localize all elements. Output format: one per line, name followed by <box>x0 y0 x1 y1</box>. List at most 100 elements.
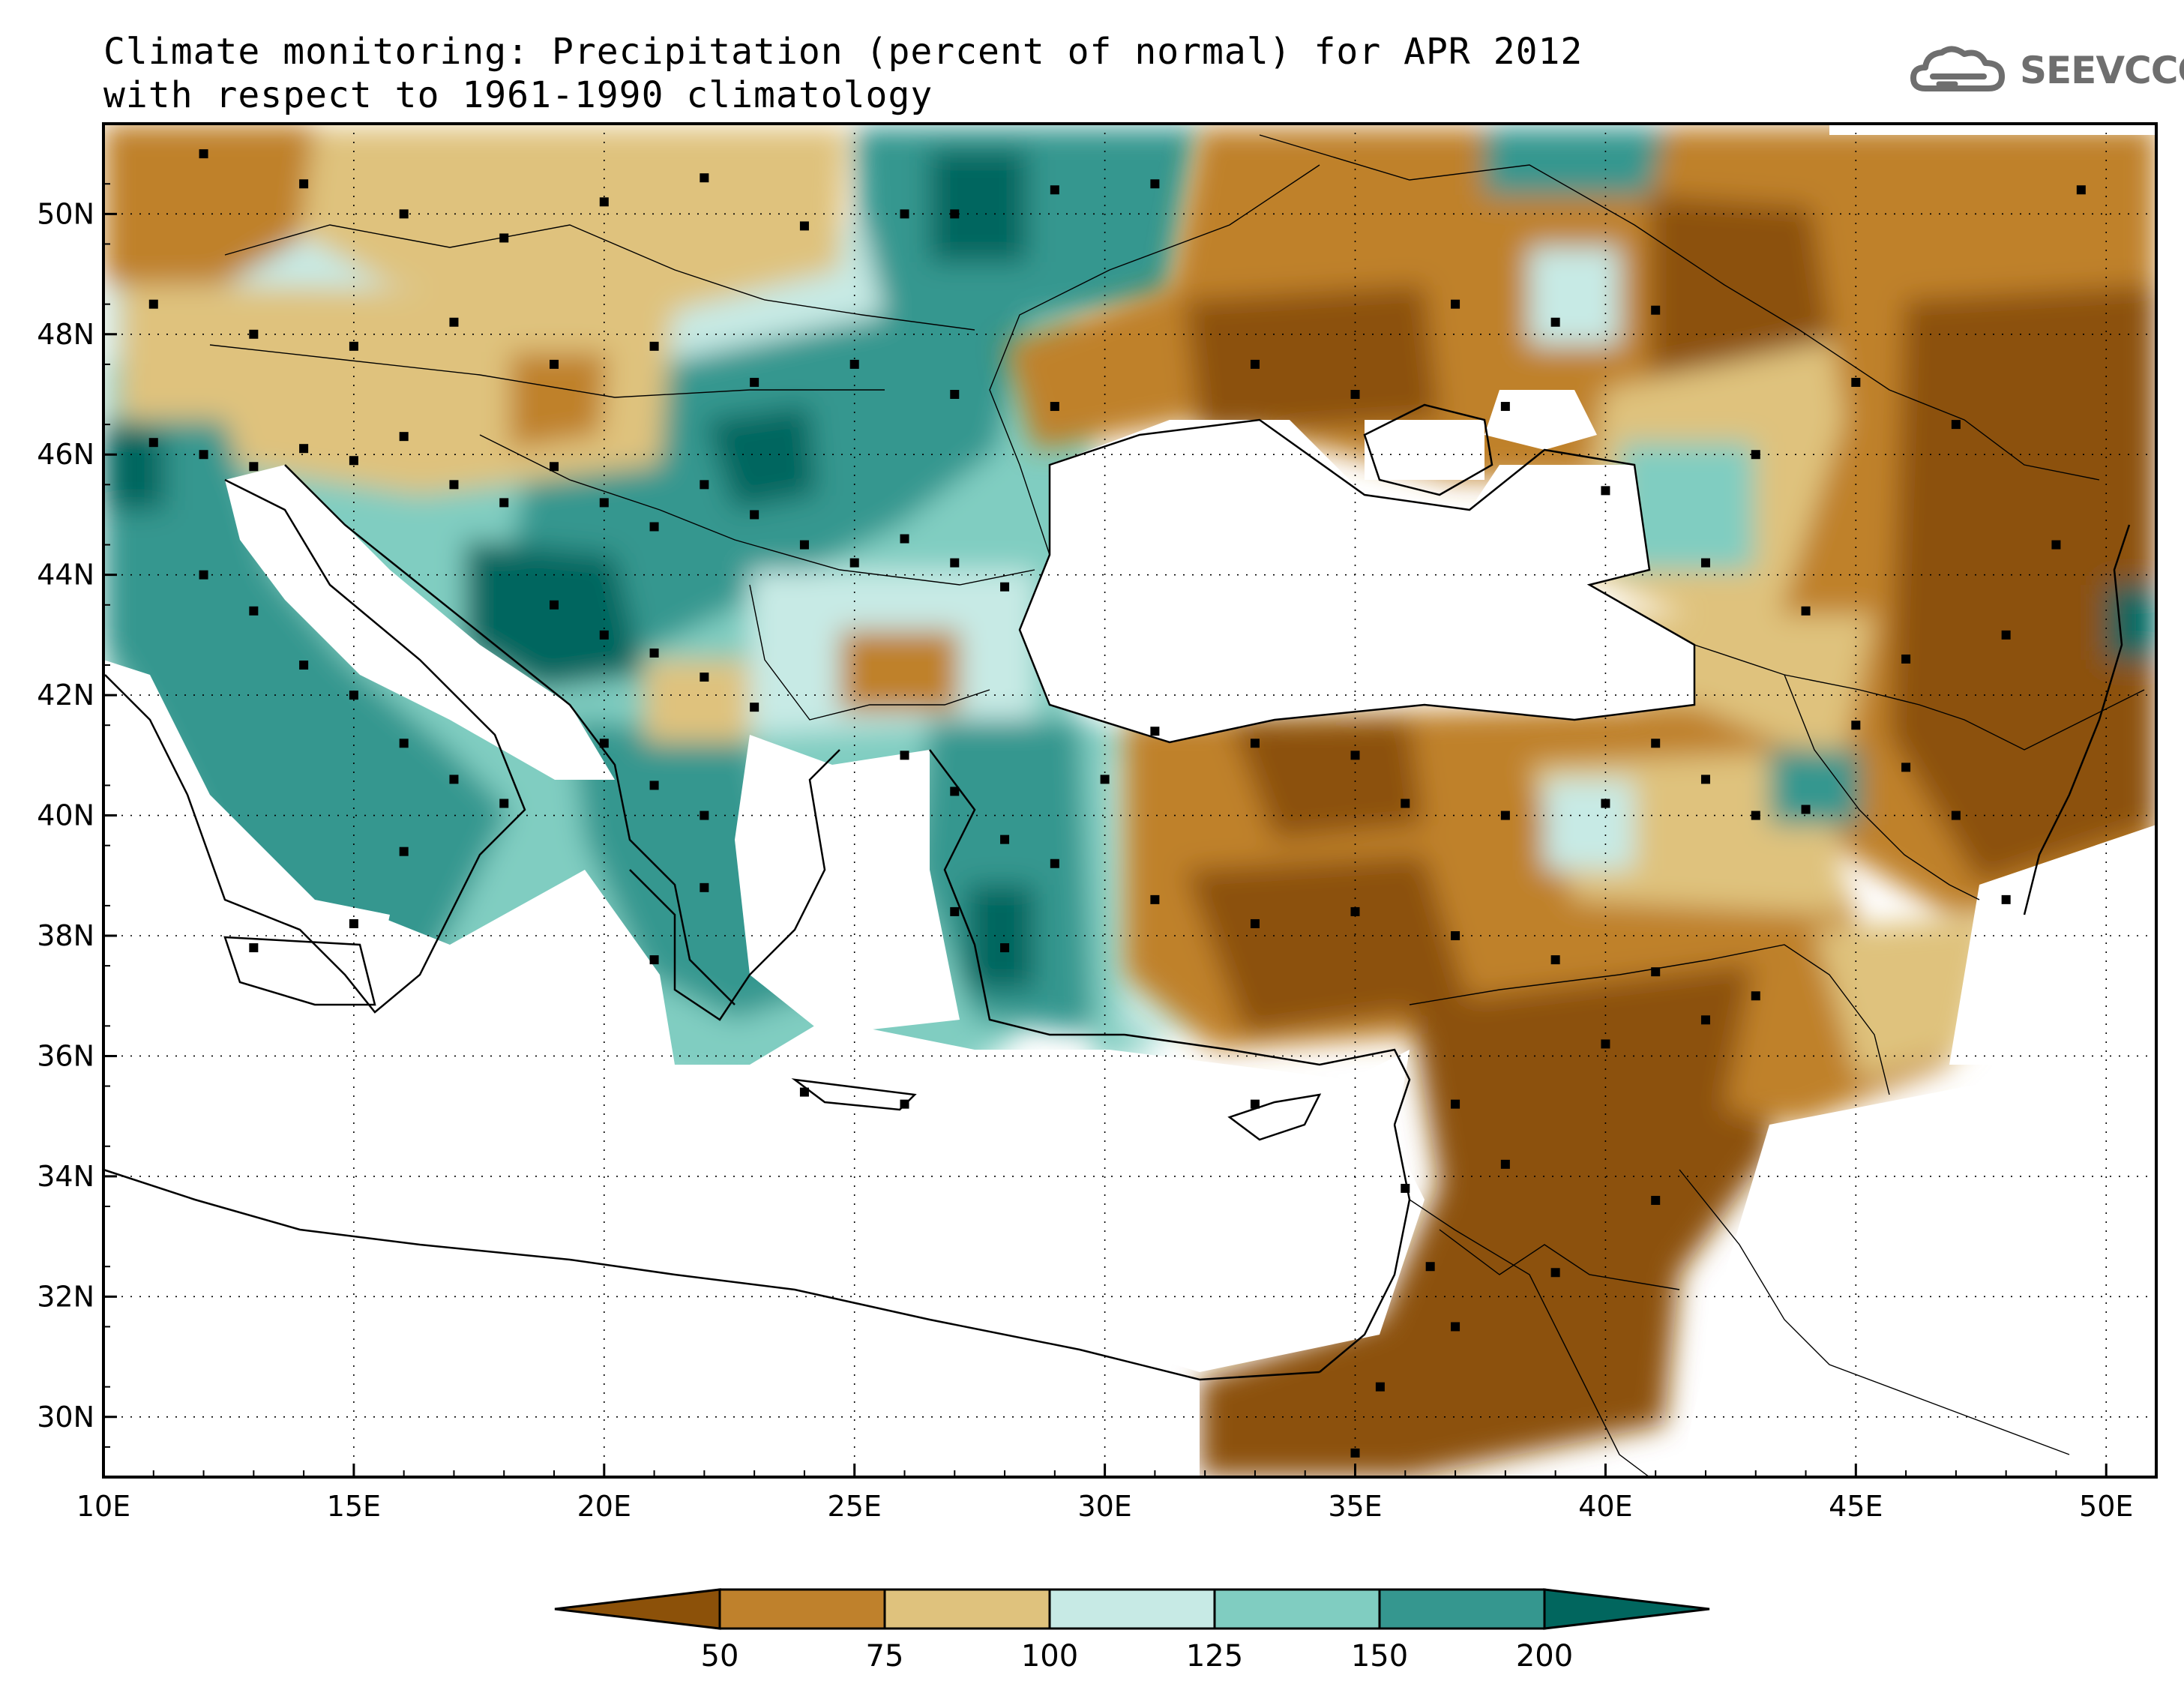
station-marker <box>1601 799 1610 808</box>
region-west-turkey-fringe <box>1080 720 1170 1065</box>
station-marker <box>2001 630 2011 640</box>
colorbar-bin <box>1213 1588 1381 1630</box>
region-germany-dry <box>103 124 315 285</box>
station-marker <box>1751 811 1760 820</box>
station-marker <box>199 149 208 159</box>
x-tick-label: 20E <box>577 1490 631 1523</box>
colorbar-bin <box>1378 1588 1546 1630</box>
station-marker <box>700 811 709 820</box>
station-marker <box>900 209 909 219</box>
station-marker <box>550 359 559 369</box>
station-marker <box>449 317 459 327</box>
station-marker <box>599 739 609 748</box>
station-marker <box>1550 1268 1560 1278</box>
station-marker <box>1100 775 1110 784</box>
region-west-turkey-wet <box>915 720 1110 1035</box>
station-marker <box>750 703 759 712</box>
colorbar-label: 125 <box>1186 1639 1243 1674</box>
station-marker <box>1350 906 1360 916</box>
station-marker <box>1601 486 1610 496</box>
caspian-coast <box>2023 524 2131 915</box>
station-marker <box>550 600 559 610</box>
station-marker <box>750 377 759 387</box>
station-marker <box>1651 1195 1661 1205</box>
title-block: Climate monitoring: Precipitation (perce… <box>103 30 1583 117</box>
station-marker <box>799 540 809 550</box>
y-tick-label: 34N <box>37 1160 94 1193</box>
station-marker <box>1651 305 1661 315</box>
station-marker <box>1000 943 1010 953</box>
station-marker <box>499 498 509 508</box>
greece-coast <box>629 749 840 1021</box>
station-marker <box>399 209 409 219</box>
station-marker <box>900 1099 909 1109</box>
region-austria-dry <box>120 285 675 495</box>
station-marker <box>1250 739 1260 748</box>
station-marker <box>1751 450 1760 460</box>
region-azov-wet <box>1619 442 1754 570</box>
region-turkey-cyan-spot <box>1544 780 1634 870</box>
station-marker <box>900 534 909 544</box>
x-tick-label: 45E <box>1829 1490 1883 1523</box>
map-frame <box>102 122 2158 1479</box>
region-caucasus-dry <box>1604 615 1874 750</box>
station-marker <box>199 450 208 460</box>
y-tick-label: 46N <box>37 438 94 471</box>
region-levant-coast-light <box>1110 750 1215 1035</box>
station-marker <box>1425 1262 1435 1272</box>
station-marker <box>1451 931 1460 940</box>
station-marker <box>1801 805 1811 814</box>
region-bulgaria-light <box>750 570 1035 735</box>
station-marker <box>950 906 960 916</box>
station-marker <box>649 648 659 658</box>
borders <box>209 134 2145 1477</box>
region-italy-wet <box>103 420 510 1035</box>
sea-mask <box>103 124 2156 1477</box>
station-marker <box>1050 858 1059 868</box>
station-marker <box>148 438 158 448</box>
levant-coast <box>1319 1124 1411 1373</box>
station-marker <box>700 173 709 183</box>
title-line-2: with respect to 1961-1990 climatology <box>103 74 933 116</box>
station-marker <box>1401 1183 1410 1193</box>
crete-coast <box>791 1078 917 1111</box>
colorbar: 50 75 100 125 150 200 <box>554 1588 1710 1674</box>
region-bosnia-core <box>465 540 645 690</box>
colorbar-label: 50 <box>701 1639 739 1674</box>
station-marker <box>1700 558 1710 568</box>
station-marker <box>1000 835 1010 844</box>
station-marker <box>649 781 659 790</box>
region-caspian-dry <box>1769 127 2156 915</box>
station-marker <box>1451 1322 1460 1332</box>
x-tick-label: 35E <box>1328 1490 1382 1523</box>
region-ukraine-central-very-dry <box>1185 285 1440 435</box>
y-tick-label: 48N <box>37 318 94 351</box>
station-marker <box>599 630 609 640</box>
colorbar-bin <box>554 1588 721 1630</box>
station-marker <box>1500 1159 1510 1169</box>
station-marker <box>499 233 509 243</box>
station-marker <box>1401 799 1410 808</box>
region-turkey-wet-spot <box>1769 750 1859 825</box>
region-turkey-east-light <box>1529 750 1844 915</box>
region-sicily-light <box>225 930 375 1020</box>
station-marker <box>2076 185 2086 195</box>
y-tick-label: 38N <box>37 919 94 952</box>
station-marker <box>1651 739 1661 748</box>
station-marker <box>249 462 259 472</box>
station-marker <box>900 751 909 760</box>
station-marker <box>950 558 960 568</box>
colorbar-bin <box>718 1588 886 1630</box>
station-marker <box>799 1087 809 1097</box>
region-syria-very-dry <box>1200 960 1784 1477</box>
region-turkey-central-dry <box>1125 705 1859 1080</box>
station-marker <box>499 799 509 808</box>
cloud-icon <box>1910 46 2005 91</box>
colorbar-label: 150 <box>1351 1639 1408 1674</box>
region-greece-wet <box>570 720 825 1020</box>
x-tick-label: 40E <box>1578 1490 1632 1523</box>
region-cyprus-dry <box>1230 1102 1320 1140</box>
y-tick-label: 30N <box>37 1401 94 1434</box>
region-russia-dry <box>1574 315 2024 645</box>
colorbar-bin <box>1543 1588 1710 1630</box>
